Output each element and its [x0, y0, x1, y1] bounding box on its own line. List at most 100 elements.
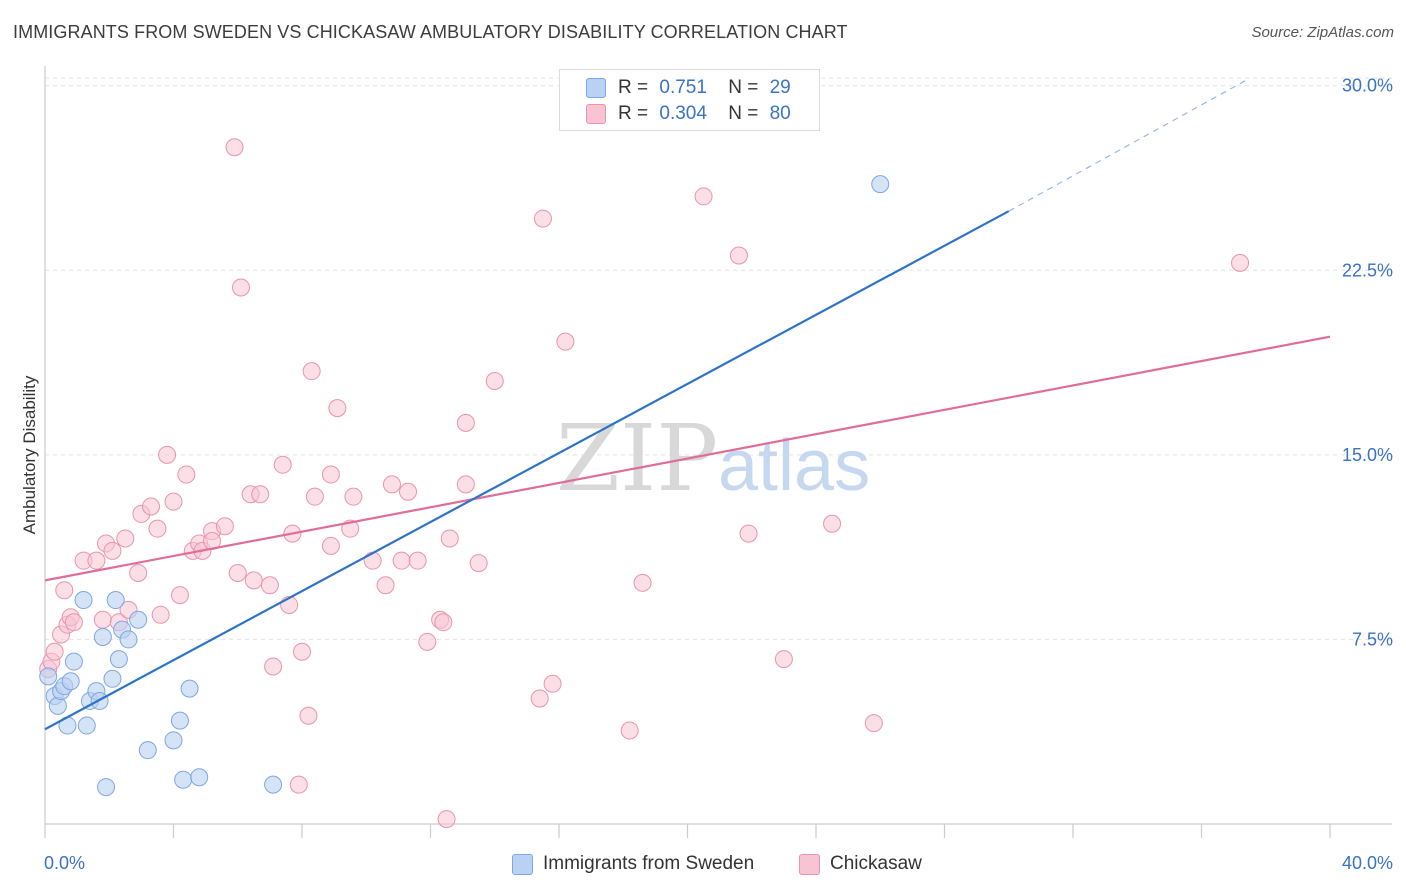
legend-swatch-sweden: [586, 78, 606, 98]
x-tick-label-min: 0.0%: [44, 853, 85, 873]
chickasaw-point: [729, 246, 748, 265]
chickasaw-point: [694, 187, 713, 206]
chickasaw-point: [533, 209, 552, 228]
grid-lines: [45, 77, 1392, 640]
chickasaw-point: [399, 482, 418, 501]
chickasaw-point: [864, 714, 883, 733]
chickasaw-point: [437, 810, 456, 829]
y-tick-label: 22.5%: [1342, 260, 1393, 280]
sweden-point: [138, 741, 157, 760]
chickasaw-point: [302, 362, 321, 381]
chickasaw-point: [260, 576, 279, 595]
chickasaw-point: [556, 332, 575, 351]
y-tick-label: 30.0%: [1342, 76, 1393, 96]
legend-n-value: 29: [769, 77, 791, 98]
chickasaw-point: [228, 563, 247, 582]
chickasaw-point: [225, 138, 244, 157]
chickasaw-point: [418, 632, 437, 651]
sweden-point: [97, 778, 116, 797]
sweden-point: [64, 652, 83, 671]
chickasaw-point: [64, 613, 83, 632]
sweden-point: [119, 630, 138, 649]
chickasaw-point: [392, 551, 411, 570]
chickasaw-point: [739, 524, 758, 543]
chickasaw-point: [382, 475, 401, 494]
chickasaw-point: [543, 674, 562, 693]
correlation-legend: R = 0.751 N = 29 R = 0.304 N = 80: [559, 69, 820, 131]
chickasaw-point: [273, 455, 292, 474]
chickasaw-point: [45, 642, 64, 661]
chickasaw-point: [93, 610, 112, 629]
chickasaw-point: [151, 605, 170, 624]
legend-r-value: 0.751: [659, 77, 707, 98]
chickasaw-points: [39, 84, 1250, 829]
chickasaw-point: [469, 554, 488, 573]
chickasaw-point: [1231, 253, 1250, 272]
legend-n-value: 80: [769, 103, 791, 124]
chickasaw-point: [142, 497, 161, 516]
chickasaw-point: [177, 465, 196, 484]
chickasaw-point: [148, 519, 167, 538]
chickasaw-point: [158, 445, 177, 464]
bottom-legend-swatch-chickasaw: [799, 854, 820, 875]
chickasaw-point: [456, 475, 475, 494]
chickasaw-point: [293, 642, 311, 661]
sweden-point: [871, 175, 890, 194]
chickasaw-point: [774, 650, 793, 669]
legend-swatch-chickasaw: [586, 104, 606, 124]
watermark: ZIP atlas: [556, 405, 870, 512]
chickasaw-point: [434, 613, 453, 632]
chickasaw-point: [87, 551, 106, 570]
chickasaw-point: [620, 721, 639, 740]
chickasaw-point: [321, 536, 340, 555]
trend-lines: [44, 77, 1331, 731]
bottom-legend-label-sweden: Immigrants from Sweden: [543, 853, 755, 874]
legend-n-label: N =: [728, 103, 759, 124]
tick-labels: 7.5% 15.0% 22.5% 30.0% 0.0% 40.0%: [44, 76, 1393, 873]
chickasaw-point: [170, 586, 189, 605]
y-tick-label: 7.5%: [1352, 629, 1393, 649]
sweden-point: [48, 696, 67, 715]
chickasaw-point: [116, 529, 135, 548]
chickasaw-point: [823, 514, 842, 533]
sweden-point: [93, 627, 112, 646]
chickasaw-point: [215, 517, 234, 536]
bottom-legend-label-chickasaw: Chickasaw: [830, 853, 922, 874]
legend-r-value: 0.304: [659, 103, 707, 124]
sweden-point: [129, 610, 148, 629]
y-tick-label: 15.0%: [1342, 445, 1393, 465]
source-label: Source: ZipAtlas.com: [1251, 24, 1394, 41]
chickasaw-point: [231, 278, 250, 297]
y-axis-label: Ambulatory Disability: [20, 375, 39, 535]
chickasaw-point: [440, 529, 459, 548]
chickasaw-point: [164, 492, 183, 511]
sweden-point: [103, 669, 122, 688]
sweden-point: [190, 768, 209, 787]
sweden-point: [74, 591, 93, 610]
watermark-zip: ZIP: [556, 405, 718, 512]
chickasaw-point: [129, 563, 148, 582]
chickasaw-point: [408, 551, 427, 570]
sweden-point: [109, 650, 128, 669]
chickasaw-point: [264, 657, 283, 676]
sweden-trend-line: [44, 210, 1010, 731]
chickasaw-point: [633, 573, 652, 592]
chickasaw-point: [55, 581, 74, 600]
chickasaw-point: [299, 706, 318, 725]
sweden-point: [61, 672, 80, 691]
sweden-point: [264, 775, 283, 794]
chickasaw-point: [289, 775, 308, 794]
chickasaw-point: [363, 551, 382, 570]
chickasaw-point: [328, 399, 347, 418]
sweden-trend-extension: [1008, 77, 1250, 212]
chickasaw-point: [485, 372, 504, 391]
chickasaw-point: [305, 487, 324, 506]
bottom-legend-swatch-sweden: [512, 854, 533, 875]
sweden-point: [39, 667, 58, 686]
sweden-points: [39, 175, 890, 797]
sweden-point: [164, 731, 183, 750]
chickasaw-point: [103, 541, 122, 560]
legend-r-label: R =: [618, 77, 649, 98]
legend-r-label: R =: [618, 103, 649, 124]
